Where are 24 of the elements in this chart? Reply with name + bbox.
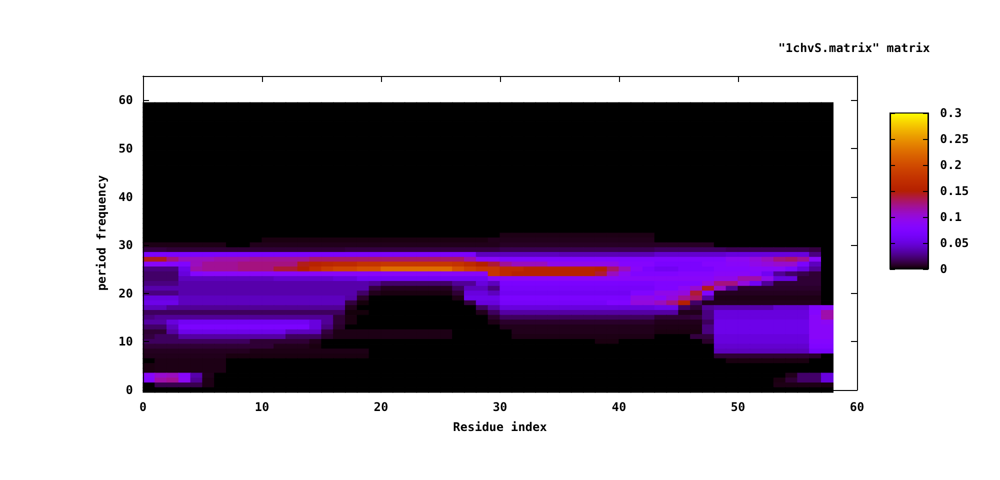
y-tick-label: 0 (126, 383, 133, 397)
x-tick-label: 20 (374, 400, 388, 414)
y-tick-label: 10 (118, 334, 133, 349)
color-bar-label: 0.05 (940, 236, 969, 250)
color-bar-label: 0.2 (940, 158, 962, 172)
chart-title: "1chvS.matrix" matrix (778, 41, 930, 55)
y-tick-label: 30 (118, 238, 133, 252)
y-tick-label: 60 (118, 93, 133, 108)
x-axis-title: Residue index (453, 420, 547, 434)
x-tick-label: 40 (612, 400, 626, 414)
x-tick-label: 0 (139, 400, 147, 414)
color-bar-label: 0.1 (940, 210, 962, 224)
y-tick-label: 50 (118, 141, 133, 156)
x-tick-label: 50 (730, 400, 746, 414)
x-tick-label: 60 (850, 400, 864, 414)
color-bar-label: 0.25 (940, 132, 969, 146)
color-bar-label: 0.3 (940, 106, 962, 120)
color-bar-label: 0 (940, 262, 948, 276)
x-tick-label: 10 (254, 400, 270, 414)
color-bar-label: 0.15 (940, 184, 969, 198)
y-tick-label: 20 (118, 286, 133, 300)
y-axis-title: period frequency (94, 175, 109, 291)
x-tick-label: 30 (492, 400, 508, 414)
y-tick-label: 40 (118, 190, 133, 204)
